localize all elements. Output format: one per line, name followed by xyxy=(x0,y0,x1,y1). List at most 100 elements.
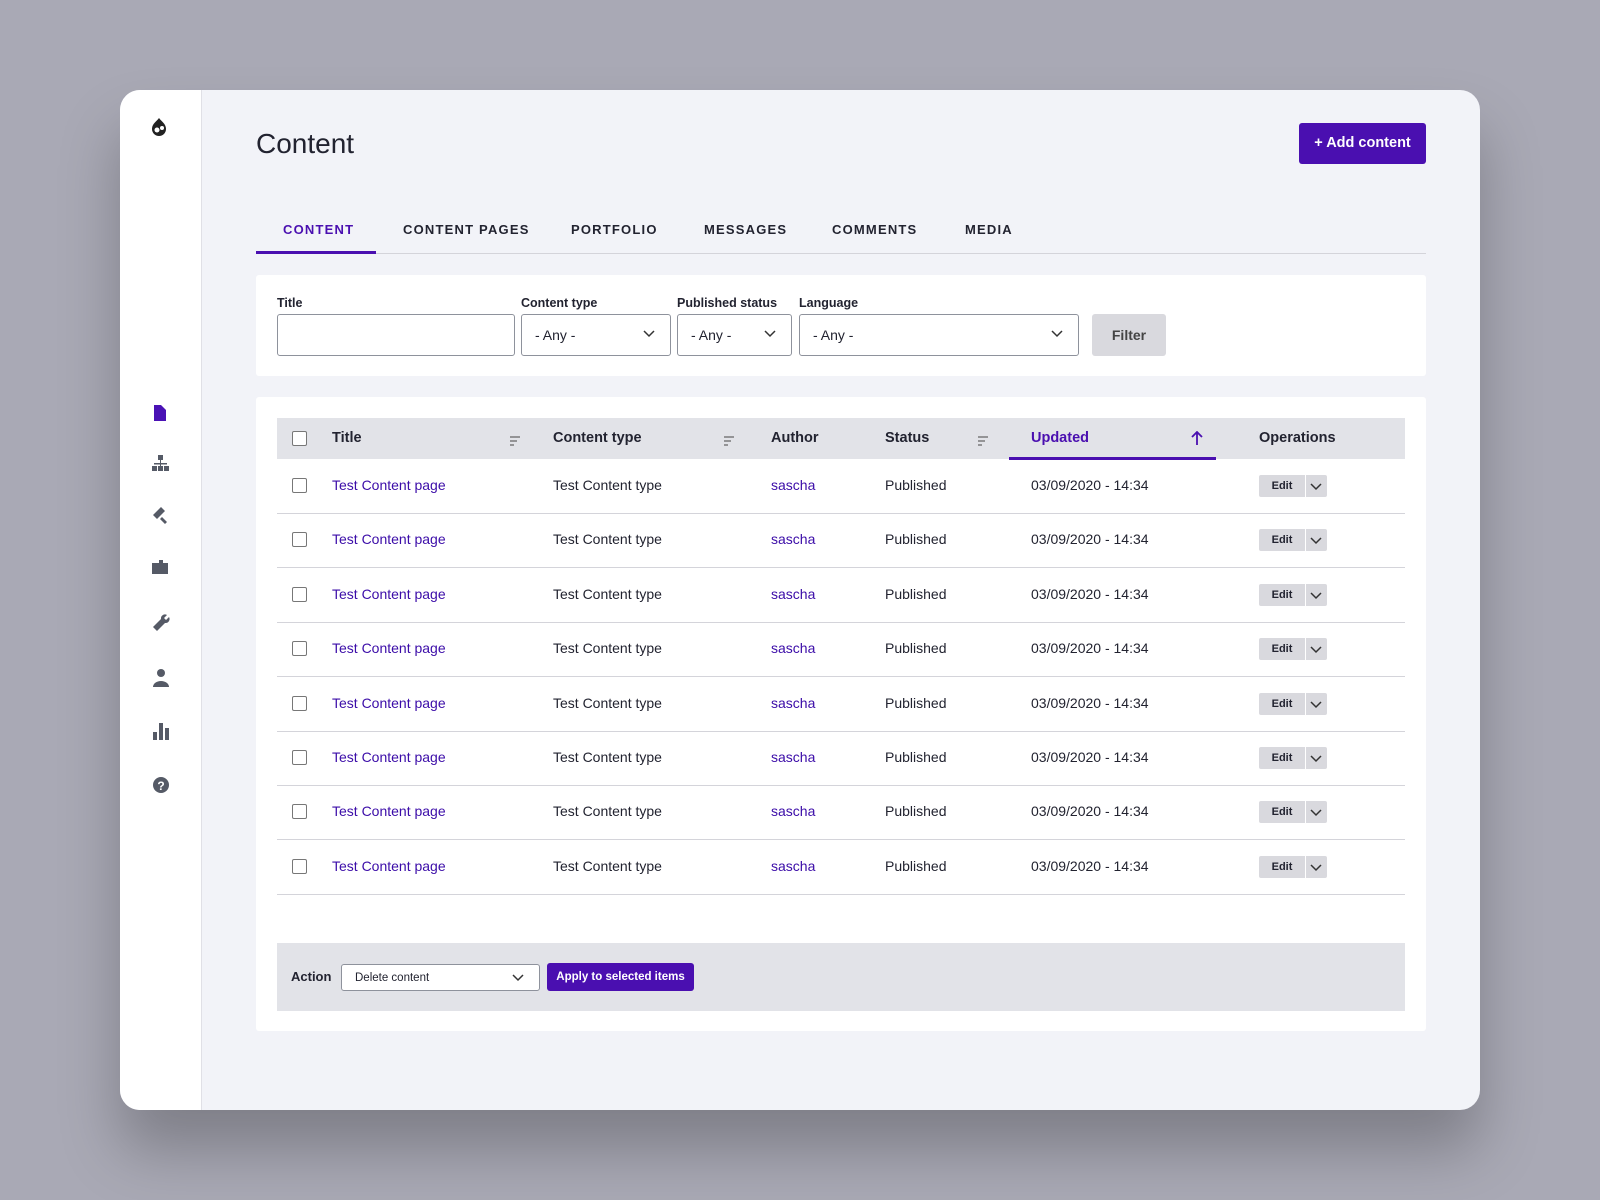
edit-button[interactable]: Edit xyxy=(1259,475,1306,497)
operations-dropbutton[interactable]: Edit xyxy=(1259,692,1327,715)
table-cell[interactable]: sascha xyxy=(771,585,816,602)
title-input[interactable] xyxy=(277,314,515,356)
operations-dropbutton[interactable]: Edit xyxy=(1259,475,1327,497)
operations-dropbutton[interactable]: Edit xyxy=(1259,747,1327,769)
table-cell: Test Content type xyxy=(553,857,662,874)
operations-dropbutton[interactable]: Edit xyxy=(1259,638,1327,661)
checkbox[interactable] xyxy=(292,858,307,874)
dropdown-toggle[interactable] xyxy=(1309,697,1323,711)
checkbox[interactable] xyxy=(292,431,307,446)
select-value: - Any - xyxy=(535,327,576,343)
dropdown-toggle[interactable] xyxy=(1309,751,1323,765)
dropdown-toggle[interactable] xyxy=(1309,479,1323,493)
row-divider xyxy=(277,567,1405,569)
table-cell[interactable]: Test Content page xyxy=(332,749,446,765)
operations-dropbutton[interactable]: Edit xyxy=(1259,529,1327,552)
status-select[interactable]: - Any - xyxy=(677,314,792,356)
table-cell[interactable]: Test Content page xyxy=(332,477,446,493)
type-select[interactable]: - Any - xyxy=(521,314,671,356)
tab[interactable]: CONTENT PAGES xyxy=(403,222,530,237)
table-cell: Test Content type xyxy=(553,749,662,765)
filter-button[interactable]: Filter xyxy=(1092,314,1166,356)
column-header[interactable]: Status xyxy=(885,430,930,446)
row-divider xyxy=(277,676,1405,678)
dropdown-toggle[interactable] xyxy=(1309,533,1323,547)
operations-dropbutton[interactable]: Edit xyxy=(1259,801,1327,824)
tab[interactable]: COMMENTS xyxy=(832,222,918,237)
checkbox[interactable] xyxy=(292,586,307,602)
sort-icon xyxy=(724,433,734,446)
checkbox[interactable] xyxy=(292,804,307,820)
filter-label: Published status xyxy=(677,296,778,310)
operations-dropbutton[interactable]: Edit xyxy=(1259,583,1327,606)
column-header[interactable]: Title xyxy=(332,430,362,446)
table-cell[interactable]: Test Content page xyxy=(332,803,446,820)
select-value: - Any - xyxy=(691,327,732,343)
table-cell: 03/09/2020 - 14:34 xyxy=(1031,857,1149,874)
table-cell[interactable]: sascha xyxy=(771,749,816,765)
language-select[interactable]: - Any - xyxy=(799,314,1079,356)
checkbox[interactable] xyxy=(292,641,307,657)
action-select[interactable]: Delete content xyxy=(341,964,540,991)
table-cell[interactable]: sascha xyxy=(771,857,816,874)
sort-icon xyxy=(978,433,988,446)
edit-button[interactable]: Edit xyxy=(1259,747,1306,769)
table-cell: Published xyxy=(885,694,947,711)
table-cell[interactable]: Test Content page xyxy=(332,857,446,874)
action-label: Action xyxy=(291,969,332,984)
edit-button[interactable]: Edit xyxy=(1259,801,1306,824)
sidebar: ? xyxy=(120,90,202,1110)
table-cell[interactable]: sascha xyxy=(771,477,816,493)
table-cell[interactable]: Test Content page xyxy=(332,694,446,711)
table-cell: Published xyxy=(885,477,947,493)
edit-button[interactable]: Edit xyxy=(1259,638,1306,661)
checkbox[interactable] xyxy=(292,695,307,711)
tab[interactable]: CONTENT xyxy=(283,222,355,237)
dropdown-toggle[interactable] xyxy=(1309,805,1323,819)
tab[interactable]: MESSAGES xyxy=(704,222,788,237)
table-cell: Published xyxy=(885,585,947,602)
edit-button[interactable]: Edit xyxy=(1259,692,1306,715)
table-cell[interactable]: Test Content page xyxy=(332,531,446,548)
table-cell[interactable]: Test Content page xyxy=(332,640,446,657)
table-cell[interactable]: sascha xyxy=(771,803,816,820)
apply-button[interactable]: Apply to selected items xyxy=(547,963,694,991)
table-cell: Published xyxy=(885,749,947,765)
add-content-button[interactable]: + Add content xyxy=(1299,123,1426,164)
table-cell[interactable]: sascha xyxy=(771,694,816,711)
checkbox[interactable] xyxy=(292,532,307,548)
checkbox[interactable] xyxy=(292,478,307,493)
row-divider xyxy=(277,730,1405,732)
table-cell[interactable]: Test Content page xyxy=(332,585,446,602)
column-header[interactable]: Operations xyxy=(1259,430,1336,446)
svg-text:?: ? xyxy=(157,779,164,793)
app-window: ? Content + Add content Title Content ty… xyxy=(120,90,1480,1110)
table-cell[interactable]: sascha xyxy=(771,640,816,657)
checkbox[interactable] xyxy=(292,750,307,765)
row-divider xyxy=(277,621,1405,623)
table-cell: Published xyxy=(885,803,947,820)
column-header[interactable]: Author xyxy=(771,430,819,446)
table-cell: Test Content type xyxy=(553,477,662,493)
edit-button[interactable]: Edit xyxy=(1259,529,1306,552)
dropdown-toggle[interactable] xyxy=(1309,642,1323,656)
table-cell: 03/09/2020 - 14:34 xyxy=(1031,477,1149,493)
table-cell: 03/09/2020 - 14:34 xyxy=(1031,694,1149,711)
row-divider xyxy=(277,513,1405,514)
dropdown-toggle[interactable] xyxy=(1309,588,1323,602)
tabs-divider xyxy=(256,253,1426,254)
table-cell: Published xyxy=(885,531,947,548)
dropdown-toggle[interactable] xyxy=(1309,860,1323,874)
column-header[interactable]: Content type xyxy=(553,430,642,446)
table-cell[interactable]: sascha xyxy=(771,531,816,548)
edit-button[interactable]: Edit xyxy=(1259,855,1306,878)
table-cell: 03/09/2020 - 14:34 xyxy=(1031,749,1149,765)
nav-icons[interactable]: ? xyxy=(150,405,172,845)
column-header[interactable]: Updated xyxy=(1031,430,1089,446)
table-cell: Test Content type xyxy=(553,531,662,548)
operations-dropbutton[interactable]: Edit xyxy=(1259,855,1327,878)
tab[interactable]: PORTFOLIO xyxy=(571,222,658,237)
edit-button[interactable]: Edit xyxy=(1259,583,1306,606)
tab[interactable]: MEDIA xyxy=(965,222,1013,237)
